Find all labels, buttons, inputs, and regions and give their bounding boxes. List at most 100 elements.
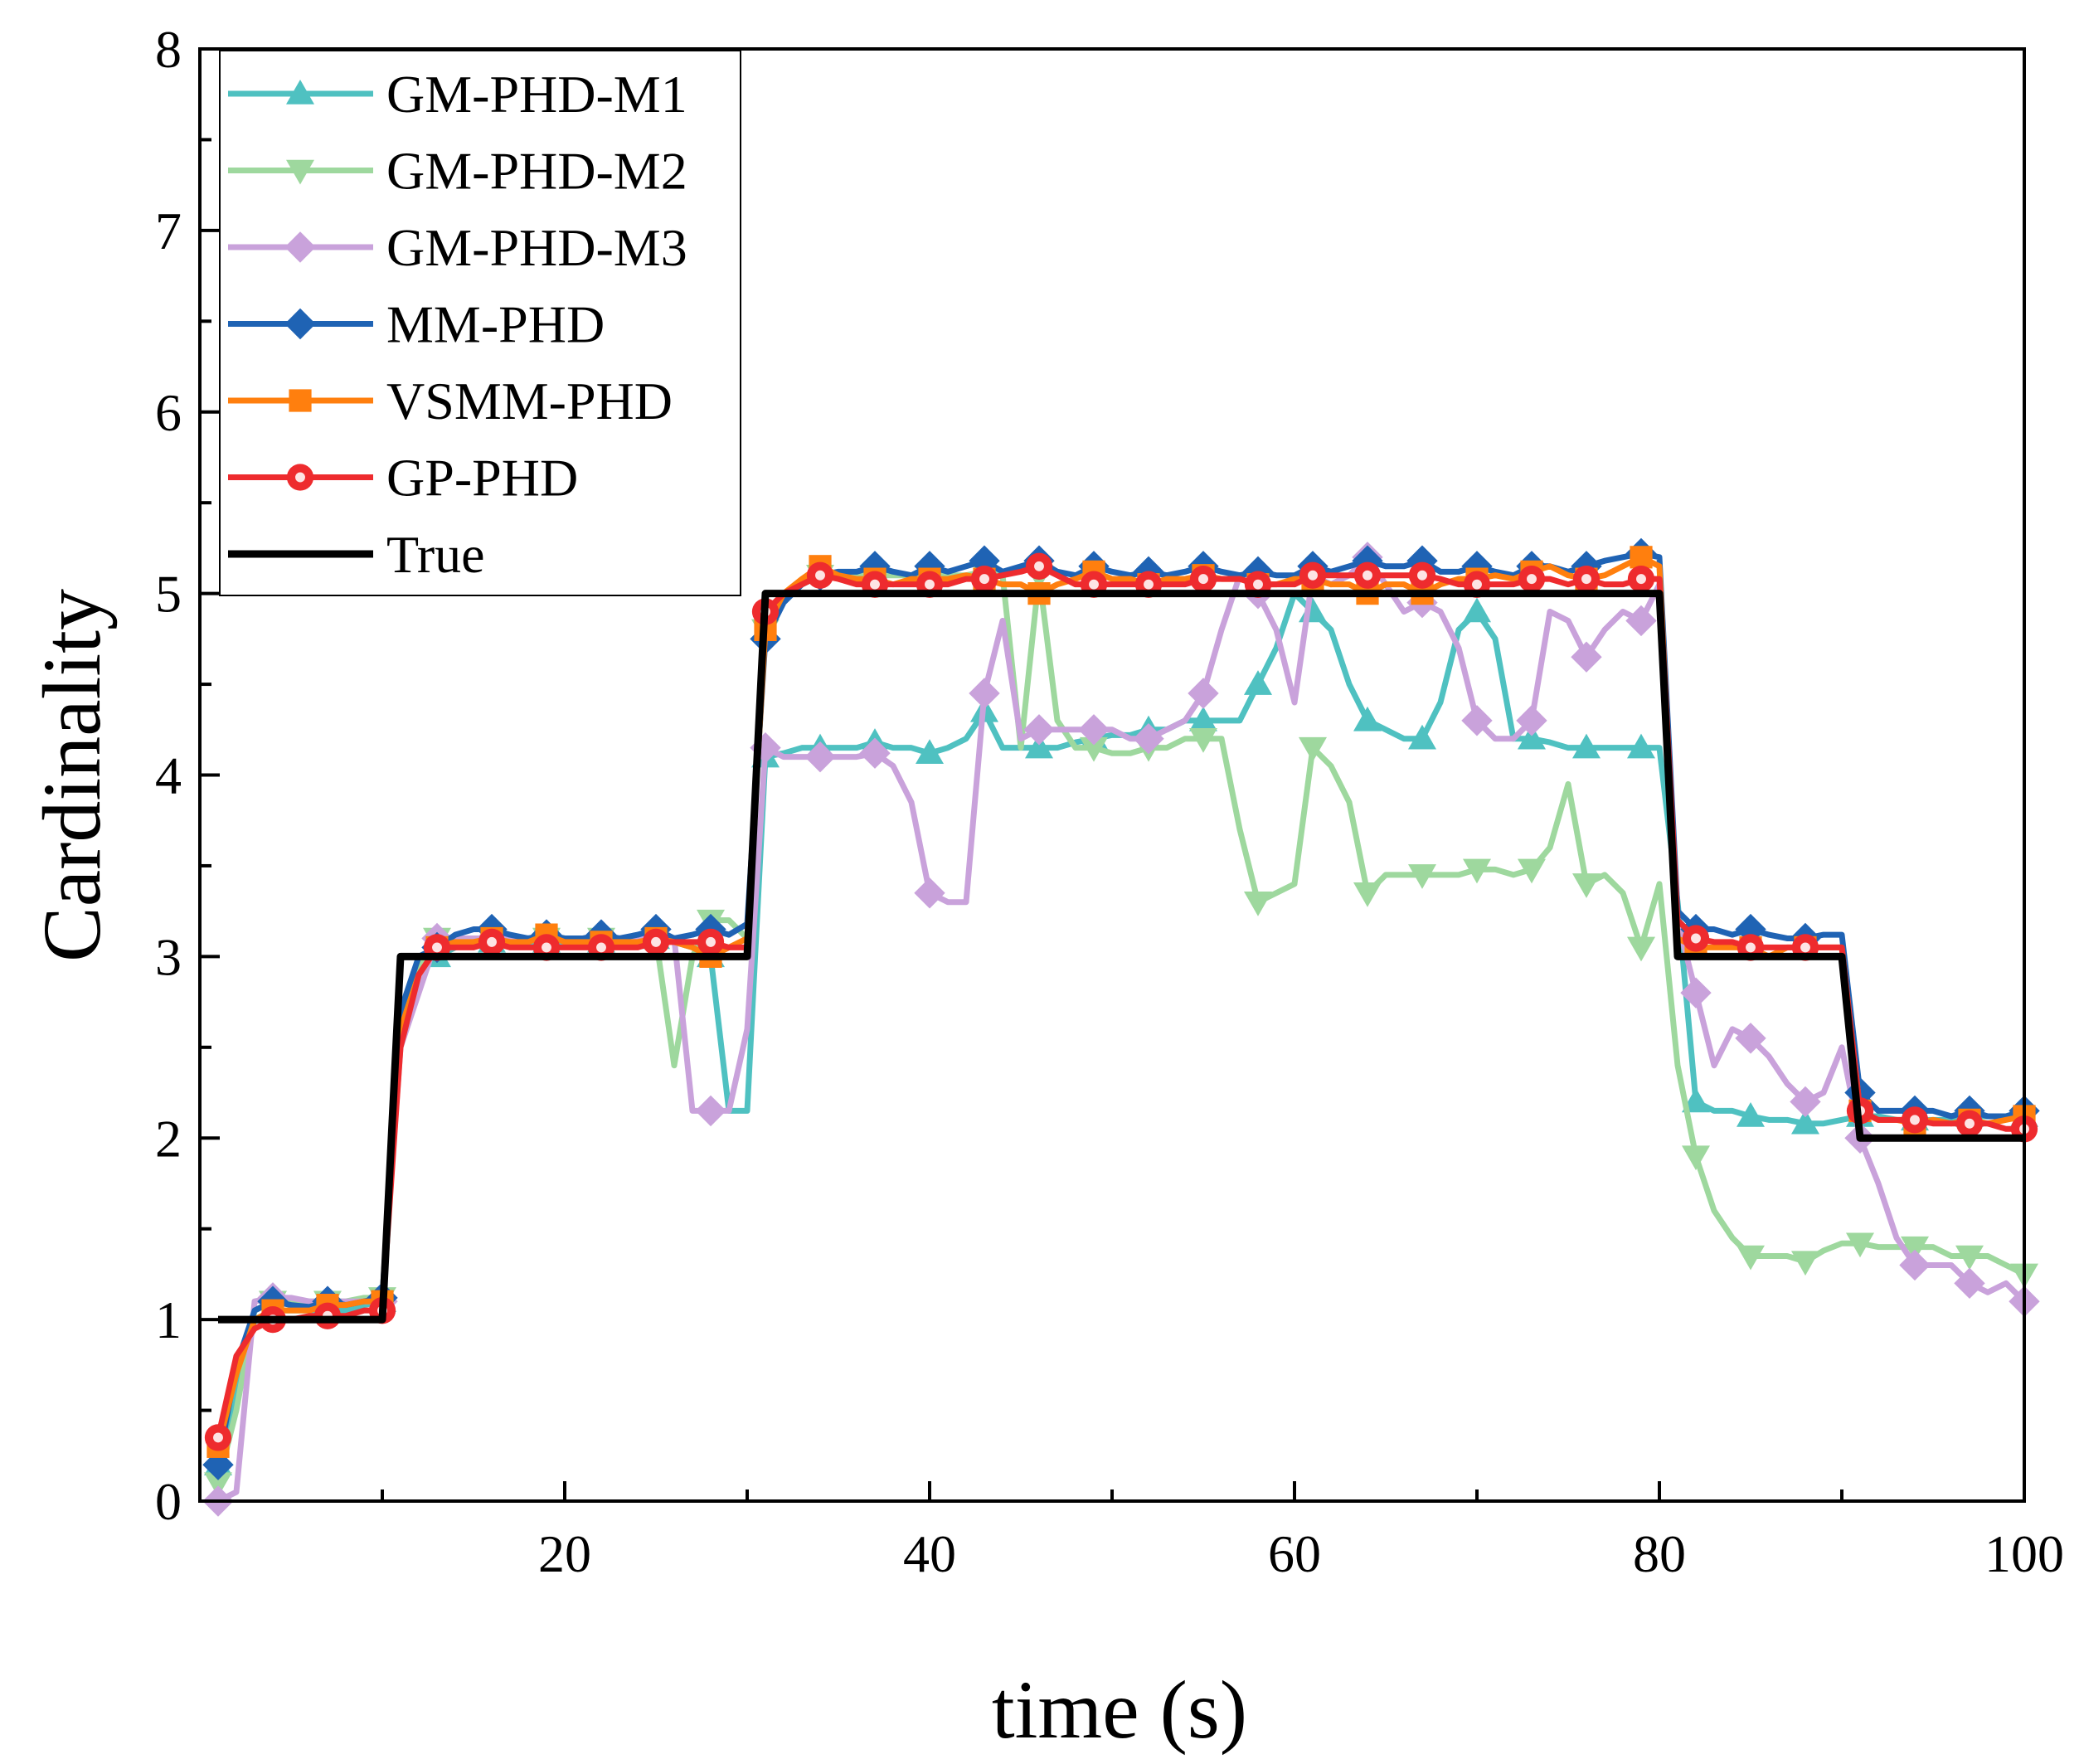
legend-label: GP-PHD (386, 449, 578, 508)
marker-highlight (542, 942, 551, 953)
legend-marker (289, 389, 312, 412)
marker-highlight (487, 936, 497, 947)
data-point-marker (1682, 1145, 1710, 1171)
marker-highlight (213, 1432, 223, 1443)
marker-highlight (432, 942, 442, 953)
y-tick-label: 4 (155, 746, 182, 805)
series-gm-phd-m3 (202, 542, 2040, 1517)
x-tick-label: 80 (1633, 1524, 1686, 1583)
data-point-marker (1023, 714, 1055, 746)
data-point-marker (1680, 977, 1712, 1008)
data-point-marker (1133, 723, 1164, 755)
marker-highlight (1253, 579, 1263, 590)
data-point-marker (1352, 545, 1383, 576)
marker-highlight (295, 472, 305, 483)
data-point-marker (1630, 546, 1653, 569)
legend-label: MM-PHD (386, 295, 605, 354)
marker-highlight (706, 936, 716, 947)
x-tick-label: 60 (1268, 1524, 1321, 1583)
legend-marker (286, 159, 314, 185)
data-point-marker (859, 551, 891, 582)
data-point-marker (1572, 733, 1601, 759)
y-tick-label: 7 (155, 202, 182, 260)
legend-label: GM-PHD-M2 (386, 142, 687, 201)
marker-highlight (1417, 570, 1427, 581)
y-tick-label: 1 (155, 1290, 182, 1349)
plot-lines (202, 537, 2040, 1517)
marker-highlight (1965, 1118, 1975, 1129)
legend-label: GM-PHD-M1 (386, 65, 687, 124)
data-point-marker (1353, 882, 1382, 907)
marker-highlight (925, 579, 935, 590)
y-tick-label: 0 (155, 1472, 182, 1531)
data-point-marker (916, 739, 944, 764)
marker-highlight (1910, 1115, 1920, 1125)
data-point-marker (1735, 913, 1766, 945)
data-point-marker (1408, 864, 1436, 889)
data-point-marker (1188, 678, 1219, 709)
legend-label: VSMM-PHD (386, 372, 673, 430)
y-axis-label: Cardinality (26, 589, 118, 962)
data-point-marker (204, 1472, 232, 1498)
series-line (215, 554, 2025, 1448)
data-point-marker (1189, 727, 1217, 753)
legend-item: GM-PHD-M2 (228, 142, 687, 201)
marker-highlight (1691, 933, 1701, 944)
y-tick-label: 6 (155, 383, 182, 442)
marker-highlight (1746, 942, 1756, 953)
data-point-marker (1080, 736, 1108, 762)
marker-highlight (1581, 574, 1591, 585)
data-point-marker (1518, 858, 1546, 884)
data-point-marker (1625, 605, 1657, 637)
x-tick-label: 100 (1984, 1524, 2064, 1583)
y-tick-label: 3 (155, 927, 182, 986)
legend-item: MM-PHD (228, 295, 605, 354)
data-point-marker (1408, 724, 1436, 750)
marker-highlight (1034, 561, 1044, 571)
legend-item: GP-PHD (228, 449, 578, 508)
marker-highlight (1800, 942, 1810, 953)
marker-highlight (1527, 574, 1537, 585)
marker-highlight (1636, 574, 1646, 585)
data-point-marker (1846, 1232, 1874, 1258)
marker-highlight (1144, 579, 1154, 590)
legend-item: VSMM-PHD (228, 372, 673, 430)
data-point-marker (1899, 1249, 1931, 1281)
legend-marker (284, 231, 316, 263)
data-point-marker (914, 877, 945, 909)
series-vsmm-phd (206, 546, 2036, 1458)
marker-highlight (1308, 570, 1318, 581)
data-point-marker (1518, 724, 1546, 750)
data-point-marker (1189, 706, 1217, 731)
data-point-marker (1790, 1086, 1821, 1118)
data-point-marker (969, 678, 1000, 709)
axis-ticks: 20 40 60 80 100 0 1 2 3 4 5 6 7 8 (155, 20, 2064, 1583)
data-point-marker (1461, 551, 1493, 582)
data-point-marker (1353, 706, 1382, 731)
data-point-marker (1737, 1101, 1765, 1127)
marker-highlight (979, 574, 989, 585)
legend-marker (284, 308, 316, 340)
legend-item: GM-PHD-M1 (228, 65, 687, 124)
marker-highlight (1363, 570, 1372, 581)
data-point-marker (1901, 1236, 1929, 1261)
series-gm-phd-m1 (204, 590, 2038, 1475)
data-point-marker (1737, 1245, 1765, 1271)
data-point-marker (1461, 705, 1493, 736)
legend-marker (286, 80, 314, 104)
series-true (218, 590, 2024, 1324)
series-gm-phd-m2 (204, 561, 2038, 1498)
y-tick-label: 5 (155, 565, 182, 624)
series-line (215, 550, 2026, 1465)
y-tick-label: 2 (155, 1109, 182, 1168)
legend: GM-PHD-M1 GM-PHD-M2 GM-PHD-M3 MM-PHD VSMM-PH… (219, 50, 741, 596)
data-point-marker (1463, 858, 1491, 884)
legend-label: True (386, 525, 485, 584)
data-point-marker (1078, 714, 1110, 746)
series-line (215, 563, 2024, 1439)
data-point-marker (804, 741, 836, 773)
series-gp-phd (204, 552, 2038, 1451)
data-point-marker (1516, 705, 1547, 736)
data-point-marker (1244, 891, 1272, 916)
